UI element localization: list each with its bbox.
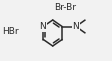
Text: N: N (73, 22, 79, 31)
Text: Br-Br: Br-Br (55, 3, 77, 13)
Text: HBr: HBr (2, 26, 19, 36)
Text: N: N (39, 22, 46, 31)
